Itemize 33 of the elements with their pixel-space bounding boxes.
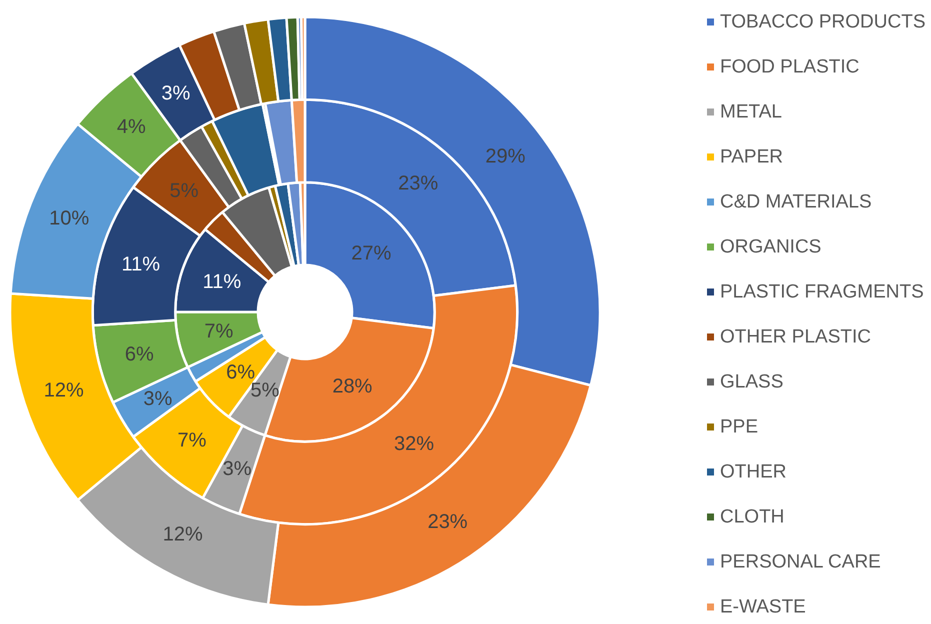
data-label: 28% [332, 376, 373, 398]
data-label: 12% [162, 523, 204, 546]
data-label: 3% [222, 458, 252, 480]
legend-label: ORGANICS [720, 236, 822, 258]
data-label: 3% [143, 388, 172, 410]
legend-label: OTHER PLASTIC [720, 326, 871, 348]
legend-label: C&D MATERIALS [720, 192, 872, 212]
data-label: 29% [485, 146, 526, 168]
data-label: 4% [116, 116, 146, 138]
legend-label: E-WASTE [720, 596, 806, 618]
legend-label: PPE [720, 416, 758, 438]
data-label: 12% [44, 379, 84, 402]
data-label: 5% [170, 180, 199, 202]
data-label: 11% [202, 271, 242, 294]
data-label: 27% [351, 242, 392, 265]
data-label: 7% [204, 320, 234, 342]
legend-label: CLOTH [720, 506, 784, 528]
legend-label: PAPER [720, 146, 784, 168]
data-label: 6% [124, 344, 154, 366]
data-label: 3% [161, 82, 191, 105]
data-label: 23% [398, 172, 438, 195]
legend-label: FOOD PLASTIC [720, 56, 860, 78]
data-label: 7% [177, 429, 207, 452]
legend-label: GLASS [720, 372, 784, 392]
legend-label: PERSONAL CARE [720, 552, 881, 572]
data-label: 11% [122, 253, 160, 276]
legend-label: OTHER [720, 462, 786, 482]
data-label: 10% [49, 208, 90, 230]
legend-label: METAL [720, 102, 782, 122]
legend-label: PLASTIC FRAGMENTS [720, 282, 924, 302]
data-label: 32% [394, 432, 434, 455]
legend-label: TOBACCO PRODUCTS [720, 12, 926, 32]
data-label: 23% [428, 510, 468, 533]
